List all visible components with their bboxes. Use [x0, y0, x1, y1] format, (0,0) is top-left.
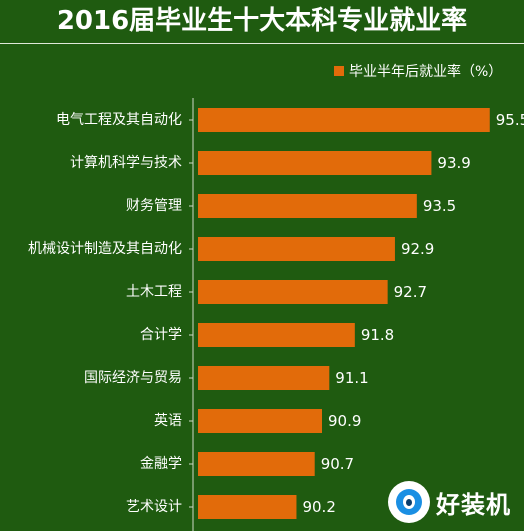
- title-divider: [0, 43, 524, 44]
- bar: [198, 194, 417, 218]
- category-label: 合计学: [140, 327, 182, 343]
- bar: [198, 366, 330, 390]
- data-label: 90.9: [328, 412, 361, 430]
- category-label: 英语: [154, 412, 182, 429]
- bar: [198, 237, 395, 261]
- data-label: 90.2: [302, 498, 335, 516]
- bar: [198, 409, 322, 433]
- data-label: 93.5: [423, 197, 456, 215]
- bar: [198, 280, 388, 304]
- category-label: 机械设计制造及其自动化: [28, 241, 182, 257]
- bar: [198, 452, 315, 476]
- bar: [198, 151, 432, 175]
- category-label: 国际经济与贸易: [84, 370, 182, 386]
- chart-title: 2016届毕业生十大本科专业就业率: [56, 6, 468, 36]
- data-label: 91.1: [335, 369, 368, 387]
- legend: 毕业半年后就业率（%）: [334, 61, 502, 81]
- data-label: 90.7: [321, 455, 354, 473]
- category-label: 金融学: [140, 456, 182, 472]
- data-label: 91.8: [361, 326, 394, 344]
- category-label: 艺术设计: [126, 499, 182, 515]
- category-label: 财务管理: [126, 198, 182, 214]
- watermark-text: 好装机: [436, 490, 511, 519]
- category-label: 土木工程: [126, 284, 182, 300]
- bar: [198, 495, 297, 519]
- category-label: 电气工程及其自动化: [56, 112, 182, 128]
- bar: [198, 323, 355, 347]
- data-label: 92.7: [394, 283, 427, 301]
- legend-swatch: [334, 66, 344, 76]
- data-label: 93.9: [437, 154, 470, 172]
- category-label: 计算机科学与技术: [70, 155, 182, 171]
- eye-logo-icon: [388, 481, 430, 523]
- watermark: 好装机: [388, 480, 511, 524]
- legend-label: 毕业半年后就业率（%）: [349, 64, 503, 80]
- data-label: 95.5: [496, 111, 524, 129]
- data-label: 92.9: [401, 240, 434, 258]
- bar: [198, 108, 490, 132]
